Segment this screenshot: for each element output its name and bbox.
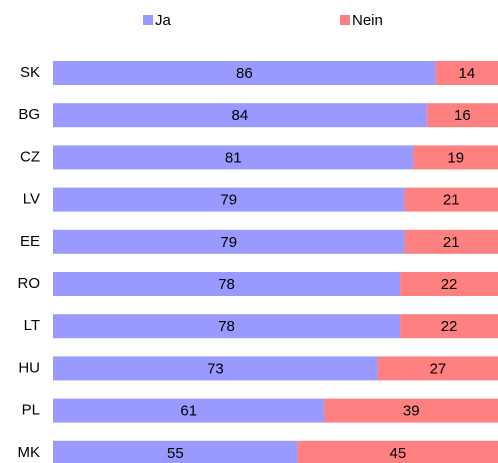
bar-segment bbox=[53, 61, 436, 85]
bar-segment bbox=[377, 356, 498, 381]
bar-segment bbox=[53, 229, 405, 254]
y-tick-label: CZ bbox=[20, 148, 40, 165]
data-label: 16 bbox=[454, 107, 471, 124]
bar-segment bbox=[400, 314, 498, 339]
y-tick-label: PL bbox=[22, 402, 40, 419]
bar-segment bbox=[297, 440, 498, 463]
data-label: 73 bbox=[207, 360, 224, 377]
data-label: 84 bbox=[232, 107, 249, 124]
legend-label: Nein bbox=[352, 12, 383, 29]
data-label: 45 bbox=[390, 445, 407, 462]
data-label: 22 bbox=[441, 318, 458, 335]
data-label: 86 bbox=[236, 65, 253, 82]
data-label: 21 bbox=[443, 234, 460, 251]
y-tick-label: HU bbox=[18, 359, 40, 376]
bar-segment bbox=[53, 145, 414, 170]
data-label: 78 bbox=[218, 276, 235, 293]
bar-segment bbox=[53, 356, 378, 381]
bar-segment bbox=[400, 272, 498, 296]
y-tick-label: LT bbox=[24, 317, 40, 334]
bar-segment bbox=[404, 187, 498, 212]
bar-segment bbox=[426, 103, 498, 128]
data-label: 14 bbox=[459, 65, 476, 82]
data-label: 81 bbox=[225, 149, 242, 166]
bar-segment bbox=[53, 103, 427, 128]
data-label: 21 bbox=[443, 192, 460, 209]
data-label: 55 bbox=[167, 445, 184, 462]
y-tick-label: RO bbox=[18, 275, 41, 292]
legend-label: Ja bbox=[155, 12, 172, 29]
data-label: 39 bbox=[403, 403, 420, 420]
bar-segment bbox=[53, 187, 405, 212]
bar-segment bbox=[435, 61, 498, 85]
legend-swatch bbox=[340, 15, 350, 25]
bar-segment bbox=[324, 398, 498, 423]
data-label: 79 bbox=[220, 192, 237, 209]
y-tick-label: MK bbox=[18, 444, 41, 461]
bar-segment bbox=[53, 440, 298, 463]
data-label: 27 bbox=[430, 360, 447, 377]
bar-segment bbox=[53, 314, 401, 339]
data-label: 61 bbox=[180, 403, 197, 420]
data-label: 78 bbox=[218, 318, 235, 335]
data-label: 22 bbox=[441, 276, 458, 293]
data-label: 19 bbox=[447, 149, 464, 166]
bar-segment bbox=[53, 272, 401, 296]
legend-swatch bbox=[143, 15, 153, 25]
y-tick-label: SK bbox=[20, 64, 40, 81]
y-tick-label: LV bbox=[23, 191, 40, 208]
bar-segment bbox=[413, 145, 498, 170]
bar-segment bbox=[53, 398, 325, 423]
bar-segment bbox=[404, 229, 498, 254]
y-tick-label: EE bbox=[20, 233, 40, 250]
data-label: 79 bbox=[220, 234, 237, 251]
y-tick-label: BG bbox=[18, 106, 40, 123]
